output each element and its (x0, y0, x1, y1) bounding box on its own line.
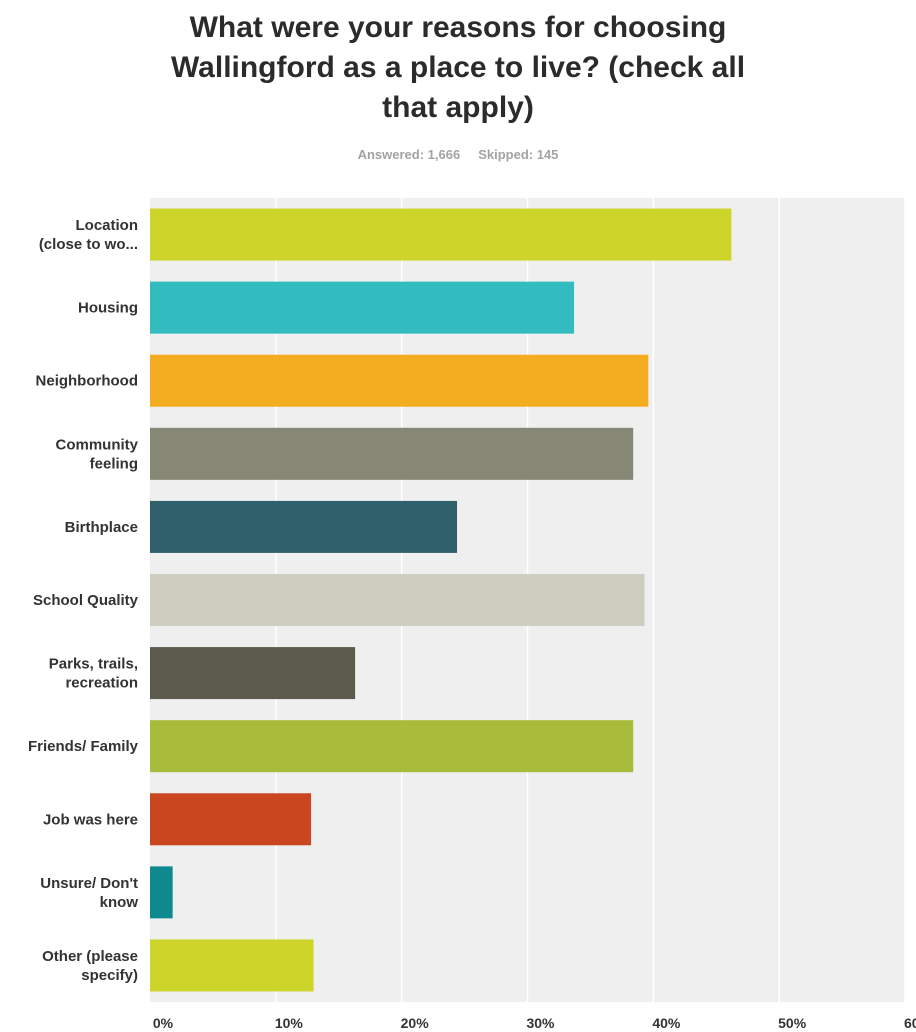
bar (150, 866, 173, 919)
x-tick-label: 10% (275, 1015, 304, 1031)
category-label: School Quality (33, 592, 139, 609)
category-label: Community (56, 436, 139, 453)
bar (150, 500, 458, 553)
bar (150, 793, 312, 846)
bar (150, 427, 634, 480)
x-tick-label: 60% (904, 1015, 916, 1031)
category-label: Birthplace (65, 519, 138, 536)
category-label: Neighborhood (36, 373, 138, 390)
bar (150, 354, 649, 407)
category-label: specify) (81, 967, 138, 984)
title-line-3: that apply) (382, 91, 534, 124)
category-label: recreation (65, 675, 138, 692)
category-label: Housing (78, 300, 138, 317)
bar (150, 281, 575, 334)
answered-count: Answered: 1,666 (357, 147, 461, 162)
chart-title: What were your reasons for choosing Wall… (0, 8, 916, 128)
x-tick-label: 0% (153, 1015, 174, 1031)
bar (150, 939, 314, 992)
x-tick-label: 20% (401, 1015, 430, 1031)
bar (150, 720, 634, 773)
category-label: Location (76, 217, 139, 234)
bar (150, 208, 732, 261)
x-tick-label: 50% (778, 1015, 807, 1031)
skipped-count: Skipped: 145 (478, 147, 559, 162)
x-tick-label: 40% (652, 1015, 681, 1031)
bar (150, 647, 356, 700)
title-line-2: Wallingford as a place to live? (check a… (170, 51, 746, 84)
category-label: feeling (90, 455, 138, 472)
category-label: Parks, trails, (49, 656, 138, 673)
category-label: (close to wo... (39, 236, 138, 253)
x-tick-label: 30% (526, 1015, 555, 1031)
category-label: know (100, 894, 139, 911)
response-summary: Answered: 1,666 Skipped: 145 (0, 147, 916, 162)
title-line-1: What were your reasons for choosing (189, 11, 727, 44)
category-label: Unsure/ Don't (40, 875, 138, 892)
category-label: Job was here (43, 811, 138, 828)
bar (150, 574, 645, 626)
category-label: Friends/ Family (28, 738, 139, 755)
category-label: Other (please (42, 948, 138, 965)
